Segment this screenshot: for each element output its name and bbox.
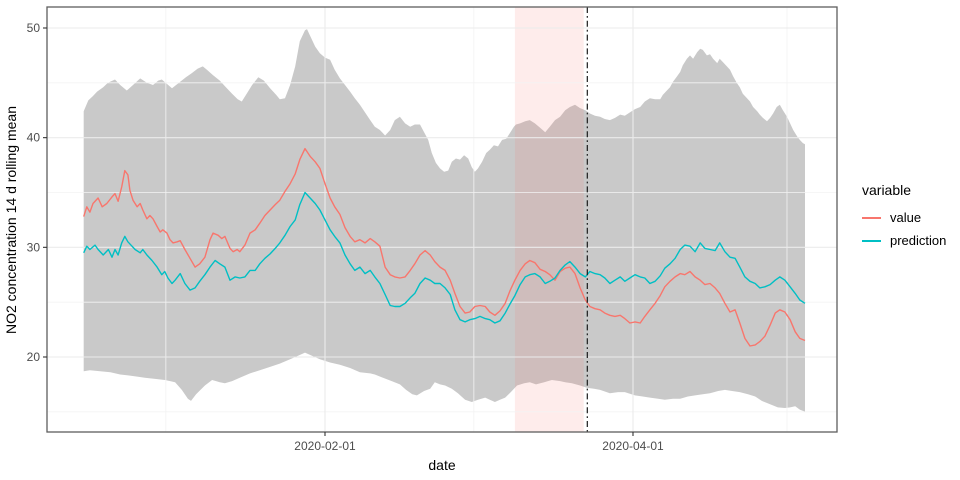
y-tick-label: 40 [27, 131, 41, 145]
legend-label-prediction: prediction [890, 233, 947, 248]
x-tick-label: 2020-02-01 [294, 439, 356, 453]
panel-border [46, 6, 838, 433]
value-line-swatch-icon [862, 216, 881, 219]
confidence-ribbon [83, 29, 805, 412]
y-tick-label: 50 [27, 21, 41, 35]
prediction-line [83, 191, 806, 324]
x-tick-label: 2020-04-01 [602, 439, 664, 453]
legend-item-value: value [862, 206, 946, 229]
x-axis-title: date [428, 457, 455, 473]
legend-item-prediction: prediction [862, 229, 946, 252]
value-line [83, 147, 806, 347]
prediction-line-swatch-icon [862, 239, 881, 242]
legend: variable value prediction [862, 182, 946, 252]
legend-title: variable [862, 182, 912, 198]
legend-label-value: value [890, 210, 922, 225]
y-tick-label: 30 [27, 240, 41, 254]
shaded-period-region [514, 7, 584, 432]
y-axis-title: NO2 concentration 14 d rolling mean [3, 106, 19, 334]
y-tick-label: 20 [27, 350, 41, 364]
